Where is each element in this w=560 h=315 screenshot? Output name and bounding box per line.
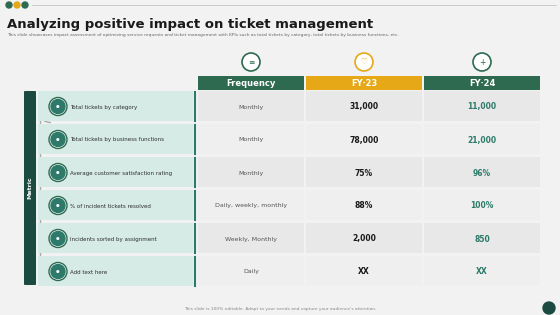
Text: 88%: 88% (355, 202, 373, 210)
FancyBboxPatch shape (38, 223, 193, 253)
FancyBboxPatch shape (198, 76, 304, 90)
FancyBboxPatch shape (306, 223, 422, 253)
Text: Monthly: Monthly (239, 138, 264, 142)
FancyBboxPatch shape (38, 256, 193, 286)
Circle shape (49, 98, 67, 116)
FancyBboxPatch shape (38, 190, 193, 220)
FancyBboxPatch shape (306, 124, 422, 154)
Text: Daily: Daily (243, 270, 259, 274)
Text: Monthly: Monthly (239, 170, 264, 175)
Text: Weekly, Monthly: Weekly, Monthly (225, 237, 277, 242)
Circle shape (242, 53, 260, 71)
Text: 75%: 75% (355, 169, 373, 177)
Circle shape (49, 262, 67, 280)
FancyBboxPatch shape (306, 157, 422, 187)
Text: Total tickets by business functions: Total tickets by business functions (70, 138, 164, 142)
Text: FY‧23: FY‧23 (351, 78, 377, 88)
Text: This slide is 100% editable. Adapt to your needs and capture your audience's att: This slide is 100% editable. Adapt to yo… (184, 307, 376, 311)
FancyBboxPatch shape (306, 91, 422, 121)
FancyBboxPatch shape (424, 190, 540, 220)
Circle shape (49, 130, 67, 148)
Circle shape (51, 198, 65, 213)
Text: 2,000: 2,000 (352, 234, 376, 243)
Text: 96%: 96% (473, 169, 491, 177)
FancyBboxPatch shape (38, 157, 193, 187)
Circle shape (51, 133, 65, 146)
Text: 100%: 100% (470, 202, 494, 210)
FancyBboxPatch shape (198, 256, 304, 286)
Text: 78,000: 78,000 (349, 135, 379, 145)
FancyBboxPatch shape (306, 76, 422, 90)
FancyBboxPatch shape (198, 124, 304, 154)
FancyBboxPatch shape (38, 124, 193, 154)
Text: % of incident tickets resolved: % of incident tickets resolved (70, 203, 151, 209)
Text: 21,000: 21,000 (468, 135, 497, 145)
Text: ●: ● (56, 270, 60, 274)
FancyBboxPatch shape (424, 124, 540, 154)
Text: Frequency: Frequency (226, 78, 276, 88)
Text: This slide showcases impact assessment of optimizing service requests and ticket: This slide showcases impact assessment o… (7, 33, 399, 37)
Circle shape (49, 230, 67, 248)
Text: Add text here: Add text here (70, 270, 108, 274)
Circle shape (49, 197, 67, 215)
Circle shape (51, 165, 65, 180)
Text: Daily, weekly, monthly: Daily, weekly, monthly (215, 203, 287, 209)
FancyBboxPatch shape (424, 157, 540, 187)
FancyBboxPatch shape (424, 91, 540, 121)
Circle shape (51, 100, 65, 113)
FancyBboxPatch shape (198, 190, 304, 220)
Text: Average customer satisfaction rating: Average customer satisfaction rating (70, 170, 172, 175)
Text: ♡: ♡ (361, 58, 367, 67)
Circle shape (22, 2, 28, 8)
Text: +: + (479, 58, 485, 67)
Text: Total tickets by category: Total tickets by category (70, 105, 137, 110)
Circle shape (49, 163, 67, 181)
Text: Incidents sorted by assignment: Incidents sorted by assignment (70, 237, 157, 242)
Circle shape (473, 53, 491, 71)
Text: Metric: Metric (27, 177, 32, 199)
Text: XX: XX (358, 267, 370, 277)
Circle shape (355, 53, 373, 71)
FancyBboxPatch shape (198, 91, 304, 121)
Text: ●: ● (56, 237, 60, 241)
Text: ●: ● (56, 204, 60, 208)
FancyBboxPatch shape (198, 223, 304, 253)
FancyBboxPatch shape (198, 157, 304, 187)
FancyBboxPatch shape (424, 223, 540, 253)
Text: 850: 850 (474, 234, 490, 243)
Text: ●: ● (56, 171, 60, 175)
Circle shape (14, 2, 20, 8)
Text: FY‧24: FY‧24 (469, 78, 495, 88)
Circle shape (6, 2, 12, 8)
Circle shape (51, 232, 65, 245)
Text: 31,000: 31,000 (349, 102, 379, 112)
FancyBboxPatch shape (306, 190, 422, 220)
FancyBboxPatch shape (306, 256, 422, 286)
Circle shape (51, 265, 65, 278)
Text: ≡: ≡ (248, 58, 254, 67)
Text: Analyzing positive impact on ticket management: Analyzing positive impact on ticket mana… (7, 18, 373, 31)
FancyBboxPatch shape (38, 91, 193, 121)
FancyBboxPatch shape (24, 91, 36, 285)
Text: Monthly: Monthly (239, 105, 264, 110)
FancyBboxPatch shape (424, 256, 540, 286)
Circle shape (543, 302, 555, 314)
Text: 11,000: 11,000 (468, 102, 497, 112)
FancyBboxPatch shape (424, 76, 540, 90)
Text: XX: XX (476, 267, 488, 277)
Text: ●: ● (56, 138, 60, 142)
Text: ●: ● (56, 105, 60, 109)
